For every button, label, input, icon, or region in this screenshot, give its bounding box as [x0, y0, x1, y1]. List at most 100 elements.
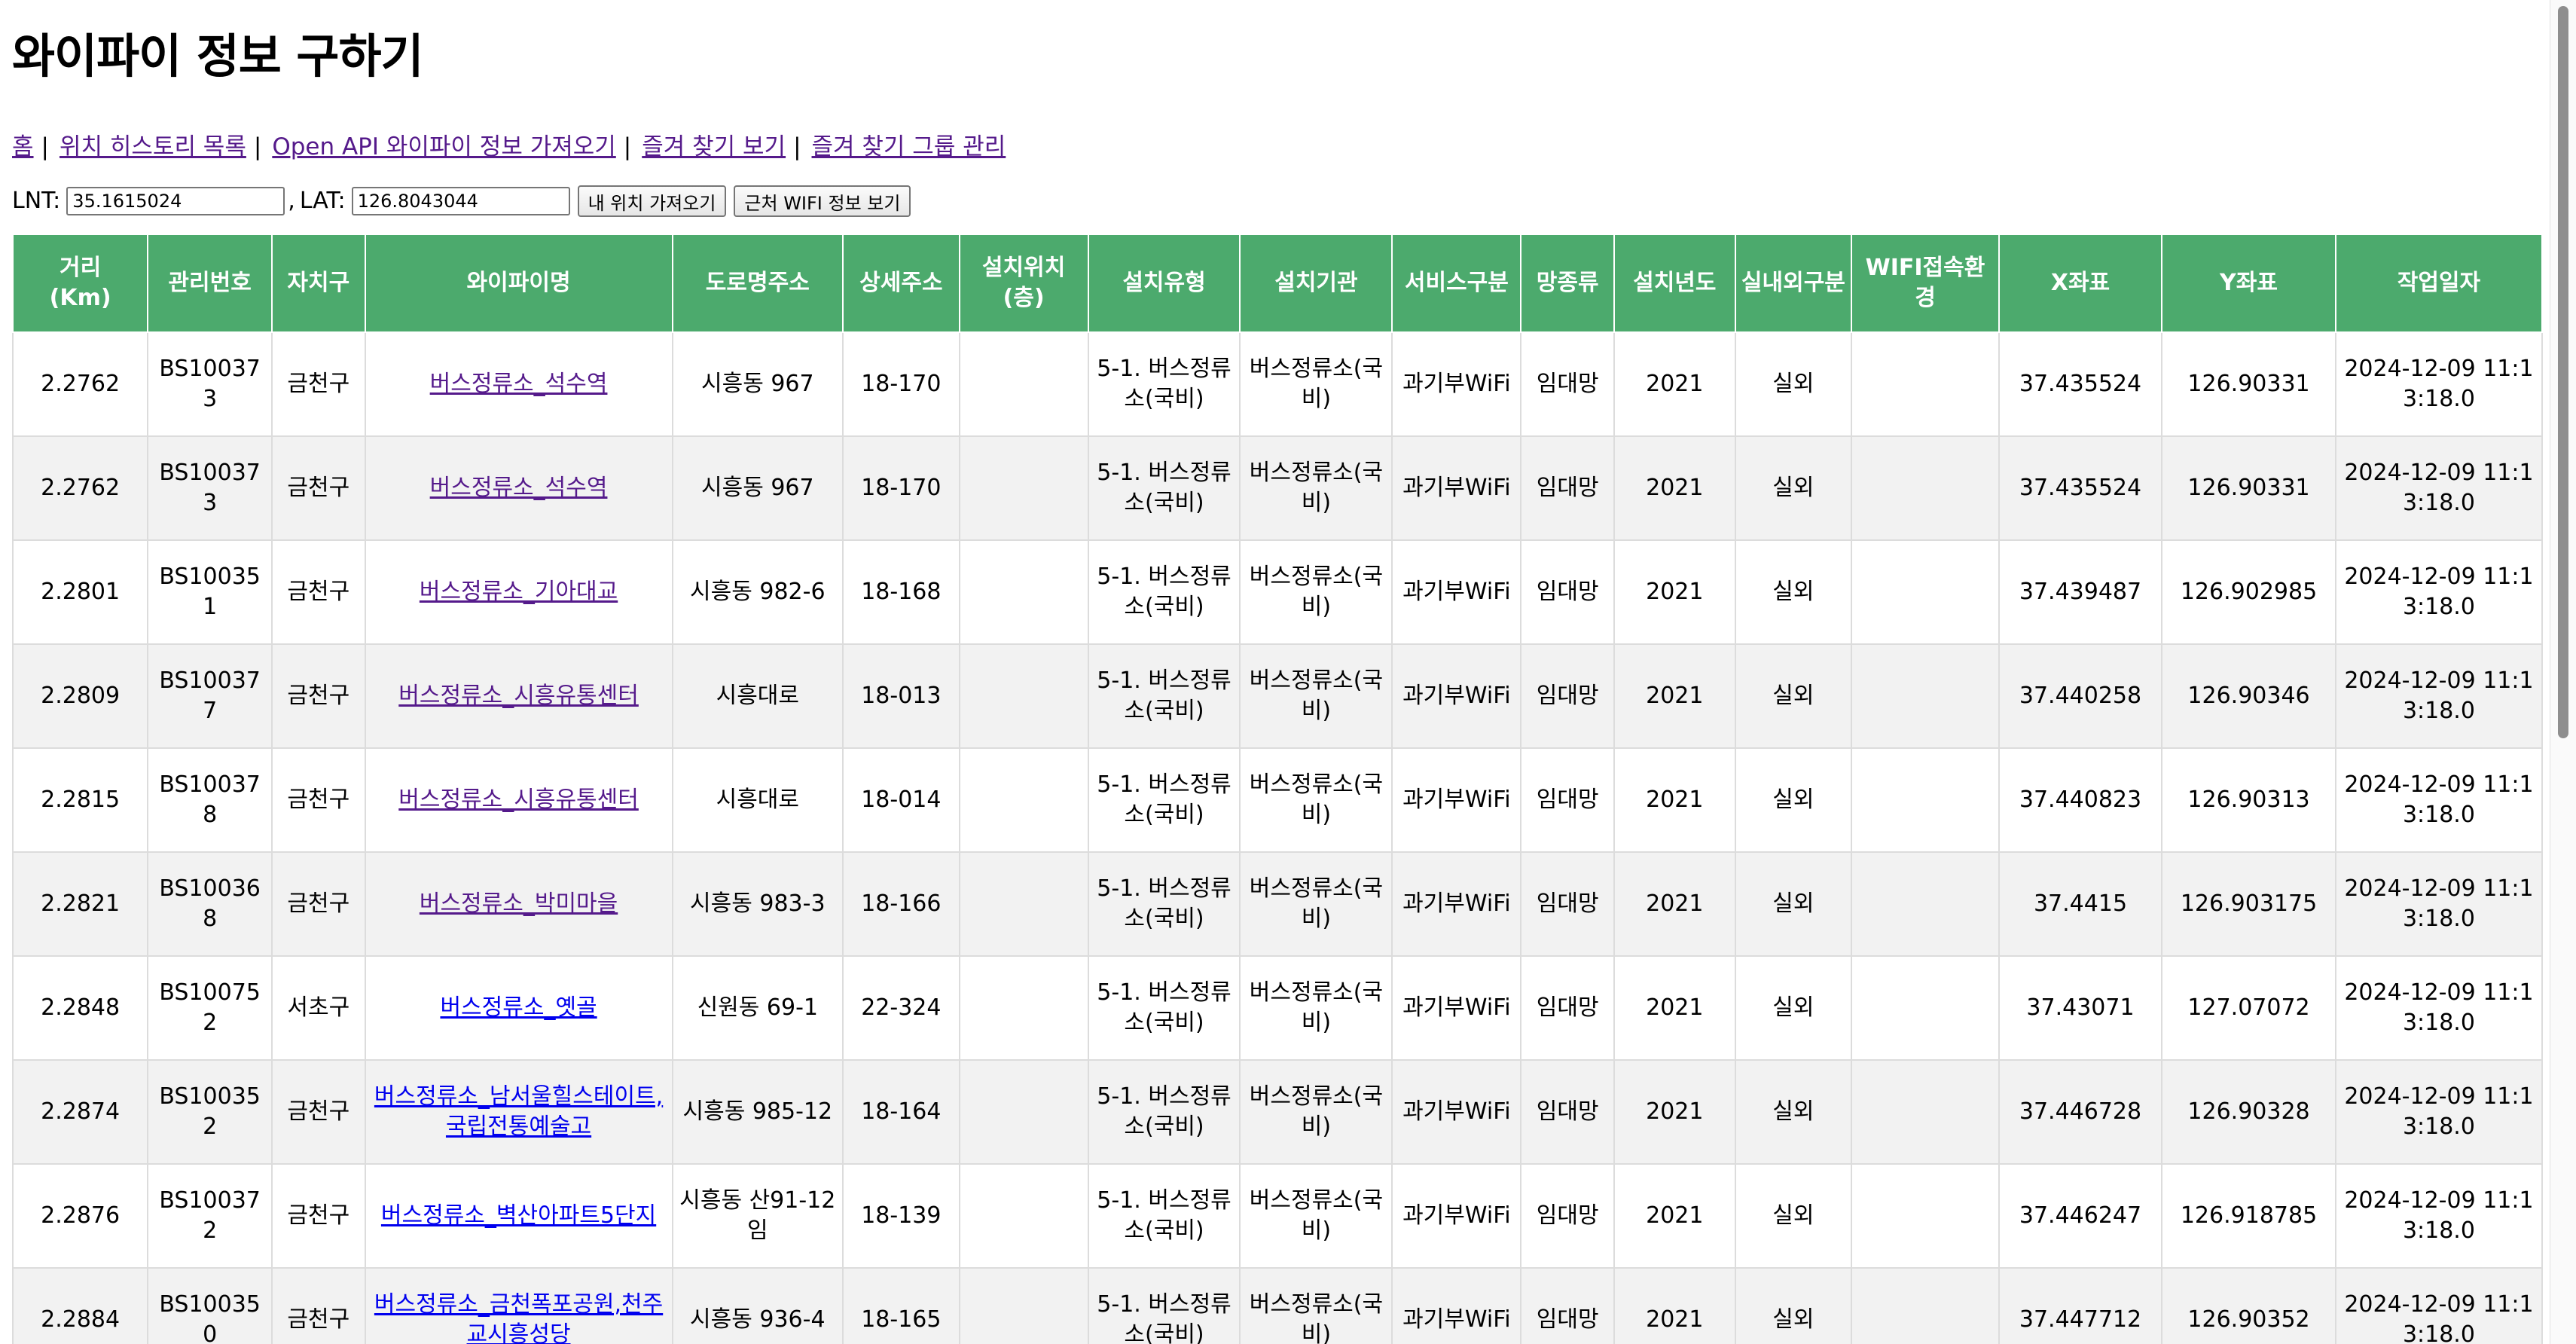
cell-y-coord: 126.90346: [2161, 643, 2336, 749]
cell-wifi-env: [1851, 539, 2000, 645]
cell-install-floor: [958, 539, 1089, 645]
cell-install-floor: [958, 1059, 1089, 1165]
cell-distance: 2.2801: [11, 539, 149, 645]
cell-wifi-name: 버스정류소_석수역: [364, 435, 673, 541]
cell-install-floor: [958, 643, 1089, 749]
cell-detail-address: 18-139: [842, 1163, 960, 1269]
cell-install-type: 5-1. 버스정류소(국비): [1087, 955, 1241, 1061]
cell-install-org: 버스정류소(국비): [1239, 851, 1393, 957]
cell-road-address: 시흥동 967: [671, 435, 844, 541]
cell-install-year: 2021: [1613, 331, 1736, 437]
cell-detail-address: 18-014: [842, 747, 960, 853]
wifi-name-link[interactable]: 버스정류소_박미마을: [419, 890, 618, 917]
column-header-x-coord: X좌표: [1998, 234, 2163, 333]
cell-road-address: 시흥동 936-4: [671, 1267, 844, 1344]
cell-road-address: 시흥동 982-6: [671, 539, 844, 645]
vertical-scrollbar[interactable]: [2550, 0, 2576, 1344]
cell-install-org: 버스정류소(국비): [1239, 1059, 1393, 1165]
cell-install-org: 버스정류소(국비): [1239, 955, 1393, 1061]
cell-in-out: 실외: [1734, 1267, 1853, 1344]
lat-input[interactable]: [351, 187, 570, 215]
wifi-name-link[interactable]: 버스정류소_금천폭포공원,천주교시흥성당: [374, 1291, 664, 1344]
wifi-name-link[interactable]: 버스정류소_벽산아파트5단지: [380, 1202, 657, 1229]
nav-separator: |: [41, 133, 49, 160]
cell-wifi-env: [1851, 851, 2000, 957]
wifi-name-link[interactable]: 버스정류소_남서울힐스테이트,국립전통예술고: [374, 1083, 664, 1140]
cell-distance: 2.2848: [11, 955, 149, 1061]
wifi-name-link[interactable]: 버스정류소_시흥유통센터: [398, 683, 639, 709]
cell-in-out: 실외: [1734, 643, 1853, 749]
nav-link-location-history[interactable]: 위치 히스토리 목록: [59, 133, 246, 160]
cell-detail-address: 18-166: [842, 851, 960, 957]
nav-separator: |: [623, 133, 632, 160]
cell-service-type: 과기부WiFi: [1391, 331, 1522, 437]
wifi-name-link[interactable]: 버스정류소_기아대교: [419, 579, 618, 605]
cell-mgr-no: BS100373: [147, 331, 273, 437]
cell-x-coord: 37.439487: [1998, 539, 2163, 645]
comma-separator: ,: [288, 188, 295, 214]
cell-distance: 2.2762: [11, 331, 149, 437]
table-row: 2.2848 BS100752 서초구 버스정류소_옛골 신원동 69-1 22-324 5…: [11, 955, 2544, 1061]
get-my-location-button[interactable]: 내 위치 가져오기: [577, 185, 727, 217]
cell-distance: 2.2874: [11, 1059, 149, 1165]
cell-wifi-env: [1851, 331, 2000, 437]
table-row: 2.2876 BS100372 금천구 버스정류소_벽산아파트5단지 시흥동 산91-1…: [11, 1163, 2544, 1269]
cell-service-type: 과기부WiFi: [1391, 747, 1522, 853]
cell-wifi-name: 버스정류소_벽산아파트5단지: [364, 1163, 673, 1269]
cell-net-type: 임대망: [1520, 1163, 1615, 1269]
nav-link-load-wifi-api[interactable]: Open API 와이파이 정보 가져오기: [272, 133, 616, 160]
cell-install-type: 5-1. 버스정류소(국비): [1087, 435, 1241, 541]
cell-work-date: 2024-12-09 11:13:18.0: [2334, 1267, 2544, 1344]
lnt-input[interactable]: [66, 187, 285, 215]
nav-link-bookmark-groups[interactable]: 즐겨 찾기 그룹 관리: [811, 133, 1006, 160]
wifi-name-link[interactable]: 버스정류소_옛골: [440, 994, 597, 1021]
cell-service-type: 과기부WiFi: [1391, 539, 1522, 645]
cell-install-org: 버스정류소(국비): [1239, 747, 1393, 853]
cell-mgr-no: BS100373: [147, 435, 273, 541]
column-header-install-year: 설치년도: [1613, 234, 1736, 333]
cell-net-type: 임대망: [1520, 539, 1615, 645]
cell-district: 금천구: [271, 747, 366, 853]
cell-x-coord: 37.447712: [1998, 1267, 2163, 1344]
cell-install-year: 2021: [1613, 1163, 1736, 1269]
nav-link-bookmarks[interactable]: 즐겨 찾기 보기: [642, 133, 786, 160]
nav-link-home[interactable]: 홈: [12, 133, 34, 160]
location-form: LNT: , LAT: 내 위치 가져오기 근처 WIFI 정보 보기: [12, 184, 2543, 218]
table-row: 2.2801 BS100351 금천구 버스정류소_기아대교 시흥동 982-6 18-1…: [11, 539, 2544, 645]
cell-install-type: 5-1. 버스정류소(국비): [1087, 539, 1241, 645]
cell-install-year: 2021: [1613, 435, 1736, 541]
cell-wifi-env: [1851, 435, 2000, 541]
cell-distance: 2.2884: [11, 1267, 149, 1344]
cell-work-date: 2024-12-09 11:13:18.0: [2334, 1059, 2544, 1165]
wifi-name-link[interactable]: 버스정류소_석수역: [429, 475, 608, 501]
cell-wifi-name: 버스정류소_시흥유통센터: [364, 643, 673, 749]
cell-work-date: 2024-12-09 11:13:18.0: [2334, 331, 2544, 437]
cell-install-type: 5-1. 버스정류소(국비): [1087, 1267, 1241, 1344]
cell-in-out: 실외: [1734, 747, 1853, 853]
cell-install-year: 2021: [1613, 747, 1736, 853]
cell-detail-address: 18-168: [842, 539, 960, 645]
cell-wifi-env: [1851, 643, 2000, 749]
cell-wifi-env: [1851, 1267, 2000, 1344]
cell-wifi-name: 버스정류소_시흥유통센터: [364, 747, 673, 853]
cell-install-org: 버스정류소(국비): [1239, 539, 1393, 645]
header-row: 거리 (Km) 관리번호 자치구 와이파이명 도로명주소 상세주소 설치위치 (층) 설치유형…: [11, 234, 2544, 333]
cell-x-coord: 37.440258: [1998, 643, 2163, 749]
cell-work-date: 2024-12-09 11:13:18.0: [2334, 1163, 2544, 1269]
cell-service-type: 과기부WiFi: [1391, 643, 1522, 749]
nearby-wifi-button[interactable]: 근처 WIFI 정보 보기: [734, 185, 911, 217]
cell-district: 금천구: [271, 435, 366, 541]
table-row: 2.2884 BS100350 금천구 버스정류소_금천폭포공원,천주교시흥성당 시흥동…: [11, 1267, 2544, 1344]
scrollbar-thumb[interactable]: [2558, 6, 2568, 738]
table-body: 2.2762 BS100373 금천구 버스정류소_석수역 시흥동 967 18-170 5…: [11, 331, 2544, 1344]
wifi-name-link[interactable]: 버스정류소_석수역: [429, 371, 608, 397]
cell-work-date: 2024-12-09 11:13:18.0: [2334, 851, 2544, 957]
cell-service-type: 과기부WiFi: [1391, 1267, 1522, 1344]
cell-net-type: 임대망: [1520, 643, 1615, 749]
cell-y-coord: 126.90313: [2161, 747, 2336, 853]
table-row: 2.2874 BS100352 금천구 버스정류소_남서울힐스테이트,국립전통예술고 시…: [11, 1059, 2544, 1165]
cell-detail-address: 18-013: [842, 643, 960, 749]
cell-wifi-name: 버스정류소_금천폭포공원,천주교시흥성당: [364, 1267, 673, 1344]
wifi-name-link[interactable]: 버스정류소_시흥유통센터: [398, 787, 639, 813]
cell-road-address: 시흥동 985-12: [671, 1059, 844, 1165]
